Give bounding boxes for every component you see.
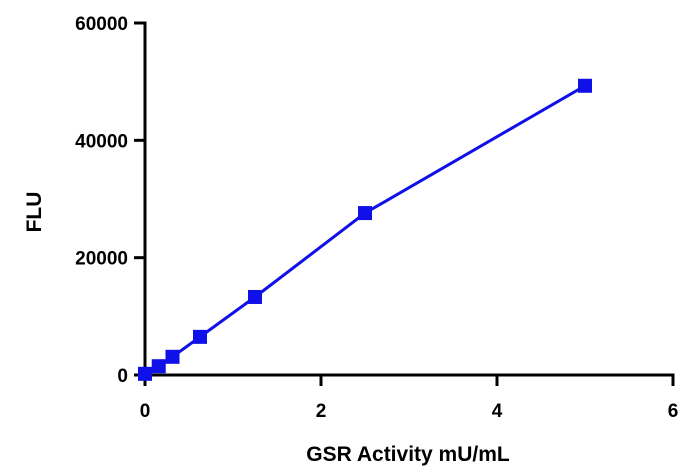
y-tick-label: 20000 xyxy=(75,249,128,270)
y-tick-label: 40000 xyxy=(75,131,128,152)
data-point-marker xyxy=(193,329,207,344)
x-axis-title: GSR Activity mU/mL xyxy=(306,443,510,466)
series-layer xyxy=(138,78,592,381)
data-point-marker xyxy=(138,366,152,381)
data-point-marker xyxy=(151,359,166,374)
data-point-marker xyxy=(358,206,372,221)
plot-area: 0 20000 40000 60000 0 2 4 6 xyxy=(75,14,678,422)
y-tick-label: 60000 xyxy=(75,14,128,35)
x-tick-label: 6 xyxy=(668,401,679,422)
y-axis-title: FLU xyxy=(23,192,46,233)
data-point-marker xyxy=(578,78,592,93)
x-axis-ticks: 0 2 4 6 xyxy=(140,375,679,422)
y-tick-label: 0 xyxy=(117,366,128,387)
x-tick-label: 2 xyxy=(316,401,327,422)
data-point-marker xyxy=(248,289,262,304)
x-tick-label: 0 xyxy=(140,401,151,422)
x-tick-label: 4 xyxy=(492,401,503,422)
series-line xyxy=(144,84,586,376)
data-point-marker xyxy=(165,349,180,364)
y-axis-ticks: 0 20000 40000 60000 xyxy=(75,14,145,387)
